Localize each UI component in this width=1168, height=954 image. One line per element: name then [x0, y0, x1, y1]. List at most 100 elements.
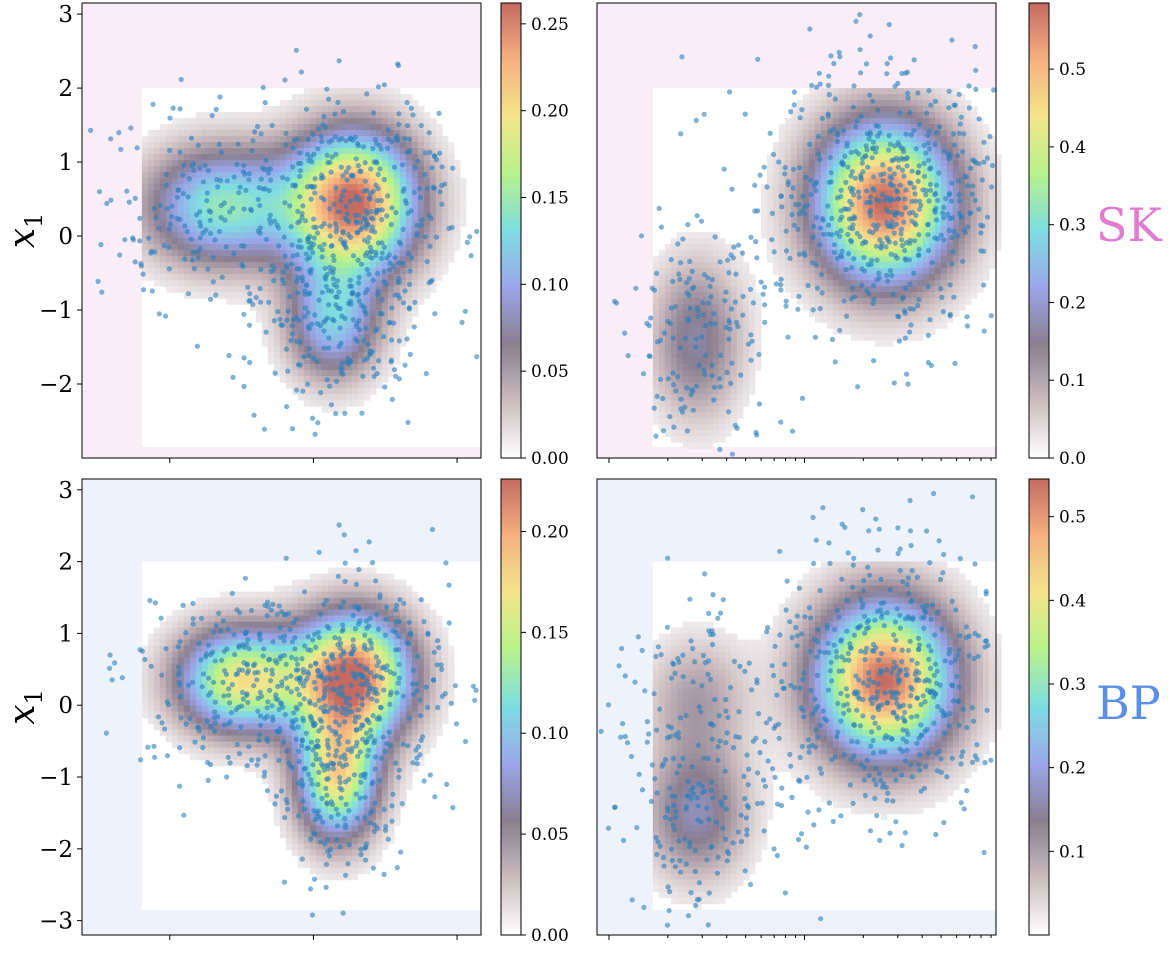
density-cell: [893, 100, 900, 107]
density-cell: [755, 334, 762, 341]
density-cell: [334, 88, 341, 95]
density-cell: [725, 244, 732, 251]
scatter-point: [350, 138, 355, 143]
density-cell: [701, 418, 708, 425]
density-cell: [142, 184, 149, 191]
density-cell: [238, 214, 245, 221]
density-cell: [989, 232, 996, 239]
scatter-point: [341, 109, 346, 114]
scatter-point: [217, 142, 222, 147]
density-cell: [406, 160, 413, 167]
scatter-point: [357, 169, 362, 174]
density-cell: [659, 418, 666, 425]
y-tick-label: −2: [39, 372, 73, 398]
density-cell: [346, 370, 353, 377]
density-cell: [737, 340, 744, 347]
density-cell: [695, 352, 702, 359]
scatter-point: [880, 162, 885, 167]
density-cell: [755, 328, 762, 335]
density-cell: [352, 346, 359, 353]
scatter-point: [467, 234, 472, 239]
density-cell: [448, 244, 455, 251]
density-cell: [689, 232, 696, 239]
density-cell: [971, 142, 978, 149]
density-cell: [869, 238, 876, 245]
density-cell: [869, 112, 876, 119]
density-cell: [448, 190, 455, 197]
density-cell: [881, 304, 888, 311]
density-cell: [430, 268, 437, 275]
density-cell: [911, 316, 918, 323]
density-cell: [400, 220, 407, 227]
scatter-point: [212, 237, 217, 242]
density-cell: [869, 250, 876, 257]
density-cell: [665, 310, 672, 317]
density-cell: [394, 94, 401, 101]
density-cell: [298, 322, 305, 329]
density-cell: [370, 340, 377, 347]
scatter-point: [342, 188, 347, 193]
scatter-point: [796, 227, 801, 232]
scatter-point: [266, 300, 271, 305]
scatter-point: [807, 142, 812, 147]
density-cell: [436, 220, 443, 227]
density-cell: [412, 196, 419, 203]
density-cell: [364, 154, 371, 161]
density-cell: [202, 238, 209, 245]
scatter-point: [379, 198, 384, 203]
density-cell: [797, 136, 804, 143]
density-cell: [947, 304, 954, 311]
density-cell: [743, 262, 750, 269]
scatter-point: [238, 185, 243, 190]
density-cell: [376, 364, 383, 371]
density-cell: [436, 136, 443, 143]
density-cell: [935, 256, 942, 263]
density-cell: [743, 280, 750, 287]
density-cell: [971, 148, 978, 155]
density-cell: [448, 256, 455, 263]
density-cell: [875, 208, 882, 215]
scatter-point: [800, 396, 805, 401]
density-cell: [659, 286, 666, 293]
density-cell: [953, 256, 960, 263]
density-cell: [881, 250, 888, 257]
density-cell: [226, 292, 233, 299]
density-cell: [244, 220, 251, 227]
scatter-point: [427, 130, 432, 135]
density-cell: [833, 322, 840, 329]
density-cell: [791, 160, 798, 167]
density-cell: [286, 286, 293, 293]
scatter-point: [306, 291, 311, 296]
scatter-point: [845, 232, 850, 237]
density-cell: [881, 124, 888, 131]
scatter-point: [414, 231, 419, 236]
density-cell: [148, 262, 155, 269]
density-cell: [286, 106, 293, 113]
density-cell: [893, 304, 900, 311]
density-cell: [875, 262, 882, 269]
density-cell: [695, 238, 702, 245]
density-cell: [971, 250, 978, 257]
density-cell: [977, 238, 984, 245]
scatter-point: [289, 224, 294, 229]
scatter-point: [210, 113, 215, 118]
density-cell: [743, 370, 750, 377]
density-cell: [220, 292, 227, 299]
density-cell: [833, 208, 840, 215]
scatter-point: [189, 237, 194, 242]
density-cell: [695, 250, 702, 257]
density-cell: [442, 244, 449, 251]
density-cell: [965, 142, 972, 149]
density-cell: [671, 364, 678, 371]
density-cell: [304, 118, 311, 125]
scatter-point: [257, 203, 262, 208]
density-cell: [815, 172, 822, 179]
density-cell: [797, 262, 804, 269]
density-cell: [701, 250, 708, 257]
density-cell: [683, 364, 690, 371]
density-cell: [899, 262, 906, 269]
density-cell: [418, 238, 425, 245]
scatter-point: [239, 262, 244, 267]
density-cell: [851, 160, 858, 167]
scatter-point: [315, 146, 320, 151]
